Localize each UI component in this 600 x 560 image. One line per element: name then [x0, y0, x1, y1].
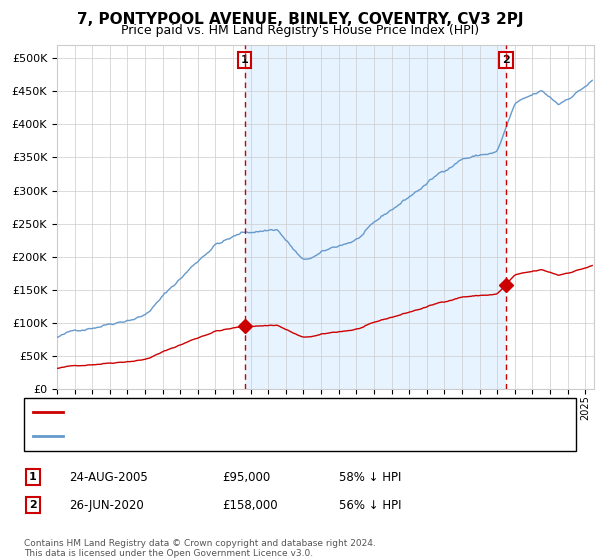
Text: 7, PONTYPOOL AVENUE, BINLEY, COVENTRY, CV3 2PJ (detached house): 7, PONTYPOOL AVENUE, BINLEY, COVENTRY, C… — [69, 408, 464, 418]
Text: 2: 2 — [502, 55, 510, 65]
Text: 2: 2 — [29, 500, 37, 510]
Text: 26-JUN-2020: 26-JUN-2020 — [69, 498, 144, 512]
Text: Price paid vs. HM Land Registry's House Price Index (HPI): Price paid vs. HM Land Registry's House … — [121, 24, 479, 36]
Text: £158,000: £158,000 — [222, 498, 278, 512]
Text: HPI: Average price, detached house, Coventry: HPI: Average price, detached house, Cove… — [69, 431, 326, 441]
Text: £95,000: £95,000 — [222, 470, 270, 484]
Text: 58% ↓ HPI: 58% ↓ HPI — [339, 470, 401, 484]
Bar — [245, 45, 506, 389]
Text: 7, PONTYPOOL AVENUE, BINLEY, COVENTRY, CV3 2PJ: 7, PONTYPOOL AVENUE, BINLEY, COVENTRY, C… — [77, 12, 523, 27]
Text: 56% ↓ HPI: 56% ↓ HPI — [339, 498, 401, 512]
Text: 24-AUG-2005: 24-AUG-2005 — [69, 470, 148, 484]
Text: Contains HM Land Registry data © Crown copyright and database right 2024.
This d: Contains HM Land Registry data © Crown c… — [24, 539, 376, 558]
Text: 1: 1 — [29, 472, 37, 482]
Text: 1: 1 — [241, 55, 248, 65]
